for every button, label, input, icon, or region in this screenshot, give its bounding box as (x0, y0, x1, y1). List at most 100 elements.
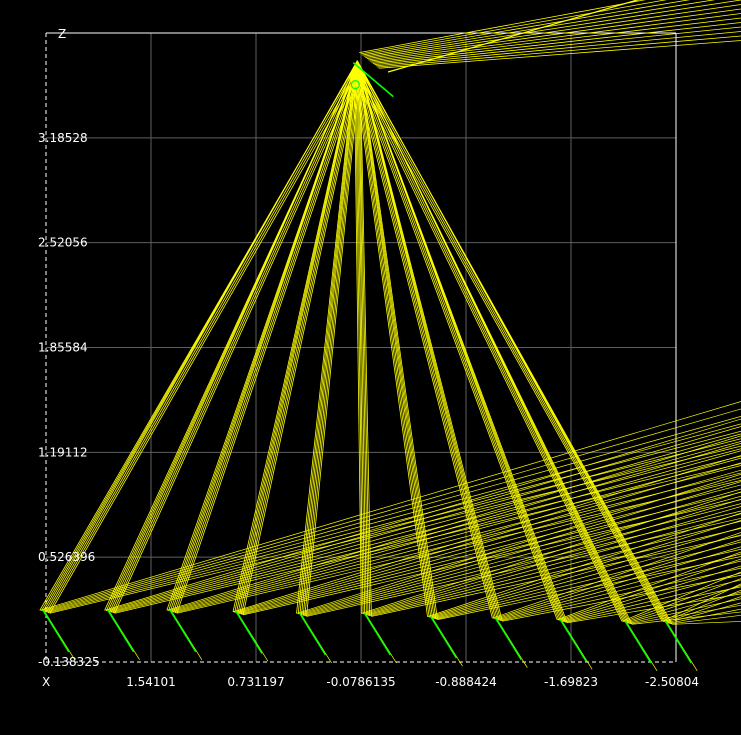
incident-ray (44, 423, 741, 613)
y-tick-label: 1.19112 (38, 445, 88, 459)
y-tick-label: 0.526396 (38, 550, 95, 564)
reflected-ray (173, 62, 359, 613)
incident-ray (563, 579, 741, 623)
incident-ray (667, 602, 741, 624)
reflected-ray (353, 67, 623, 622)
incident-ray (242, 499, 741, 616)
incident-ray (306, 517, 741, 617)
reflected-ray (174, 65, 360, 613)
incident-ray (107, 433, 741, 612)
reflected-ray (355, 62, 497, 620)
reflected-ray (355, 62, 561, 621)
mirror-segment (363, 612, 392, 656)
receiver-tube (350, 80, 360, 90)
incident-ray (239, 484, 741, 615)
incident-ray (557, 551, 741, 621)
reflected-ray (354, 65, 364, 614)
mirror-segment (169, 609, 197, 653)
incident-ray (109, 440, 741, 613)
incident-ray (364, 506, 741, 615)
outgoing-ray (365, 0, 741, 58)
incident-ray (492, 532, 741, 619)
outgoing-ray (377, 35, 741, 68)
reflected-ray (354, 65, 495, 619)
y-tick-label: 3.18528 (38, 131, 88, 145)
incident-ray (663, 589, 741, 623)
reflected-ray (239, 62, 359, 614)
incident-ray (41, 408, 741, 612)
outgoing-ray (368, 8, 741, 61)
incident-ray (497, 553, 741, 621)
reflected-ray (359, 67, 372, 617)
outgoing-ray (363, 0, 716, 57)
outgoing-ray (371, 17, 741, 63)
reflected-ray (353, 67, 493, 619)
reflected-ray (355, 62, 432, 618)
incident-ray (668, 608, 741, 624)
incident-ray (106, 426, 741, 612)
incident-ray (301, 495, 741, 616)
incident-ray (621, 571, 741, 622)
reflected-ray (114, 67, 361, 614)
reflected-ray (297, 65, 356, 614)
reflected-ray (353, 67, 428, 617)
reflected-ray (359, 67, 503, 622)
incident-ray (241, 491, 741, 615)
reflected-ray (358, 65, 437, 620)
incident-ray (232, 455, 741, 613)
reflected-ray (355, 62, 666, 623)
mirror-segment (494, 617, 523, 661)
y-tick-label: 1.85584 (38, 340, 88, 354)
incident-ray (104, 418, 741, 611)
reflected-ray (356, 60, 367, 615)
reflected-ray (49, 67, 361, 614)
reflected-ray (355, 62, 626, 623)
incident-rays (39, 401, 741, 672)
reflected-ray (358, 65, 371, 616)
reflected-ray (356, 60, 498, 620)
incident-ray (49, 445, 741, 614)
reflected-ray (168, 65, 356, 611)
incident-ray (623, 578, 741, 623)
receiver-segment (352, 62, 394, 98)
reflected-ray (46, 62, 359, 613)
incident-ray (366, 513, 741, 616)
incident-ray (234, 462, 741, 613)
incident-ray (626, 591, 741, 624)
incident-ray (625, 585, 741, 623)
reflected-ray (47, 65, 360, 613)
reflected-ray (353, 67, 663, 622)
reflected-ray (353, 67, 362, 614)
reflected-ray (354, 65, 560, 621)
incident-ray (662, 583, 741, 622)
incident-ray (430, 527, 741, 618)
outgoing-ray (359, 0, 646, 54)
x-tick-label: -1.69823 (544, 675, 598, 689)
incident-ray (39, 401, 741, 611)
reflected-ray (358, 65, 502, 621)
reflected-ray (306, 67, 361, 617)
incident-ray (665, 596, 741, 623)
mirror-segment (106, 609, 135, 653)
reflected-ray (354, 65, 665, 623)
x-tick-label: 1.54101 (126, 675, 176, 689)
outgoing-ray (360, 0, 668, 55)
mirror-segment (559, 618, 587, 662)
incident-ray (672, 621, 741, 625)
y-tick-label: 2.52056 (38, 236, 88, 250)
reflected-ray (176, 67, 361, 614)
incident-ray (168, 442, 741, 612)
x-axis-label: X (42, 675, 50, 689)
outgoing-ray (366, 4, 741, 60)
plot-frame (45, 32, 677, 663)
tick-labels: 1.54101 0.731197 -0.0786135 -0.888424 -1.698… (38, 27, 699, 689)
reflected-ray (232, 67, 355, 612)
reflected-ray (44, 60, 358, 612)
x-tick-label: 0.731197 (227, 675, 284, 689)
mirror-segment (664, 620, 692, 664)
outgoing-ray (372, 22, 741, 64)
incident-ray (304, 510, 741, 617)
incident-ray (558, 558, 741, 621)
reflected-ray (299, 62, 357, 615)
